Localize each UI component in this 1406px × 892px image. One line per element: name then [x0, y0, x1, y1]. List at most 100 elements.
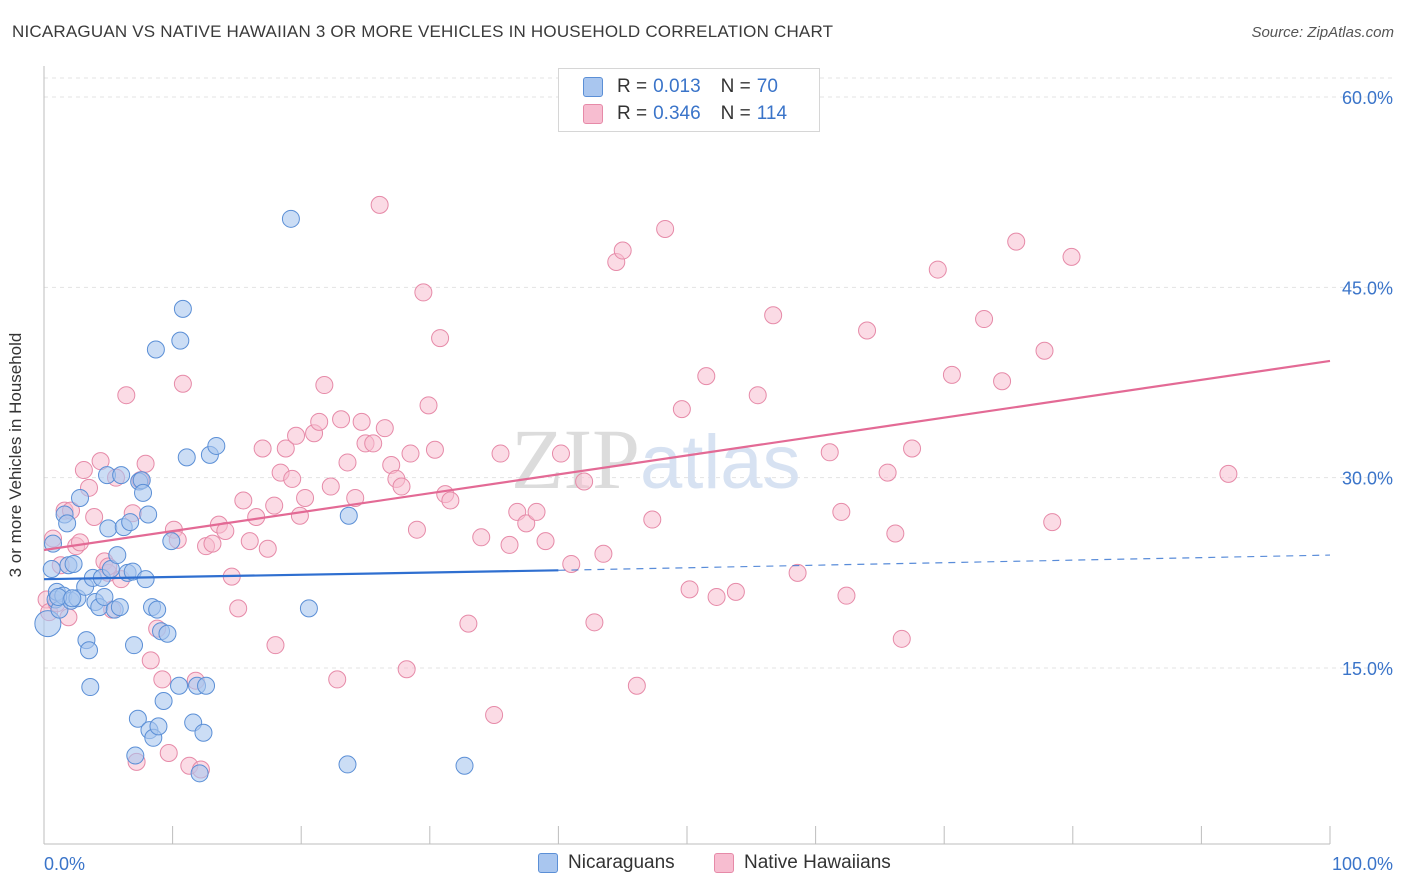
native-hawaiian-point — [627, 676, 646, 695]
native-hawaiian-point — [159, 744, 178, 763]
nicaraguan-point — [158, 624, 177, 643]
y-tick-label: 30.0% — [1342, 469, 1393, 489]
native-hawaiian-point — [296, 488, 315, 507]
nicaraguan-point — [338, 755, 357, 774]
native-hawaiian-point — [928, 260, 947, 279]
nicaraguan-point — [281, 209, 300, 228]
legend-label-native-hawaiians: Native Hawaiians — [744, 852, 891, 873]
native-hawaiian-point — [500, 535, 519, 554]
chart-title: NICARAGUAN VS NATIVE HAWAIIAN 3 OR MORE … — [12, 22, 834, 41]
native-hawaiian-point — [764, 306, 783, 325]
nicaraguans-trend-line — [43, 569, 559, 581]
nicaraguans-points — [34, 209, 474, 783]
nicaraguan-point — [173, 299, 192, 318]
native-hawaiian-point — [153, 670, 172, 689]
native-hawaiian-point — [407, 520, 426, 539]
native-hawaiian-point — [1043, 513, 1062, 532]
x-tick-label-min: 0.0% — [44, 854, 85, 874]
stats-legend: R = 0.013 N = 70 R = 0.346 N = 114 — [558, 68, 820, 132]
nicaraguan-point — [170, 676, 189, 695]
pink-swatch-icon — [583, 104, 603, 124]
native-hawaiian-point — [117, 386, 136, 405]
gridlines — [44, 77, 1394, 669]
native-hawaiian-point — [234, 491, 253, 510]
native-hawaiian-point — [364, 434, 383, 453]
native-hawaiian-point — [643, 510, 662, 529]
native-hawaiian-point — [832, 502, 851, 521]
native-hawaiian-point — [594, 544, 613, 563]
nicaraguan-point — [121, 513, 140, 532]
native-hawaiians-trend-line — [43, 359, 1331, 552]
native-hawaiian-point — [1062, 247, 1081, 266]
nicaraguan-point — [154, 691, 173, 710]
nicaraguan-point — [171, 331, 190, 350]
native-hawaiian-point — [338, 453, 357, 472]
nicaraguan-point — [455, 756, 474, 775]
watermark-atlas: atlas — [640, 420, 801, 505]
native-hawaiian-point — [672, 400, 691, 419]
nicaraguan-point — [162, 532, 181, 551]
native-hawaiian-point — [136, 454, 155, 473]
native-hawaiian-point — [229, 599, 248, 618]
native-hawaiian-point — [352, 412, 371, 431]
nicaraguans-trend-extension — [558, 554, 1331, 571]
native-hawaiian-point — [141, 651, 160, 670]
nicaraguan-point — [339, 506, 358, 525]
native-hawaiian-point — [370, 195, 389, 214]
nicaraguan-point — [126, 746, 145, 765]
legend-n-label: N = — [720, 76, 751, 97]
nicaraguan-point — [81, 678, 100, 697]
native-hawaiian-point — [203, 534, 222, 553]
nicaraguan-point — [194, 723, 213, 742]
native-hawaiian-point — [332, 410, 351, 429]
nicaraguan-point — [125, 636, 144, 655]
native-hawaiian-point — [346, 488, 365, 507]
native-hawaiian-point — [258, 539, 277, 558]
native-hawaiian-point — [697, 367, 716, 386]
nicaraguan-point — [58, 514, 77, 533]
x-tick-label-max: 100.0% — [1332, 854, 1393, 874]
native-hawaiian-point — [820, 443, 839, 462]
nicaraguan-point — [112, 466, 131, 485]
native-hawaiian-point — [397, 660, 416, 679]
nicaraguan-point — [80, 641, 99, 660]
native-hawaiian-point — [375, 419, 394, 438]
native-hawaiian-point — [240, 532, 259, 551]
legend-r-value: 0.346 — [653, 103, 701, 124]
native-hawaiian-point — [585, 613, 604, 632]
native-hawaiian-point — [656, 219, 675, 238]
legend-item-nicaraguans: Nicaraguans — [538, 852, 675, 874]
native-hawaiian-point — [748, 386, 767, 405]
nicaraguan-point — [42, 560, 61, 579]
native-hawaiian-point — [858, 321, 877, 340]
legend-r-value: 0.013 — [653, 76, 701, 97]
nicaraguan-point — [139, 505, 158, 524]
legend-row-nicaraguans: R = 0.013 N = 70 — [583, 75, 778, 99]
native-hawaiian-point — [287, 426, 306, 445]
native-hawaiian-point — [85, 508, 104, 527]
native-hawaiian-point — [328, 670, 347, 689]
native-hawaiian-point — [878, 463, 897, 482]
native-hawaiian-point — [551, 444, 570, 463]
y-tick-label: 60.0% — [1342, 88, 1393, 108]
native-hawaiian-point — [680, 580, 699, 599]
native-hawaiian-point — [892, 629, 911, 648]
native-hawaiian-point — [310, 412, 329, 431]
native-hawaiian-point — [942, 365, 961, 384]
tick-labels: 15.0% 30.0% 45.0% 60.0% 0.0% 100.0% — [44, 88, 1393, 874]
native-hawaiian-point — [975, 310, 994, 329]
legend-label-nicaraguans: Nicaraguans — [568, 852, 675, 873]
nicaraguan-point — [64, 554, 83, 573]
native-hawaiian-point — [491, 444, 510, 463]
native-hawaiian-point — [726, 582, 745, 601]
native-hawaiian-point — [993, 372, 1012, 391]
native-hawaiian-point — [903, 439, 922, 458]
trend-lines — [43, 359, 1331, 581]
legend-n-value: 70 — [756, 76, 778, 97]
native-hawaiian-point — [575, 472, 594, 491]
native-hawaiian-point — [886, 524, 905, 543]
nicaraguan-point — [136, 570, 155, 589]
native-hawaiian-point — [788, 563, 807, 582]
native-hawaiian-point — [613, 241, 632, 260]
nicaraguan-point — [95, 587, 114, 606]
